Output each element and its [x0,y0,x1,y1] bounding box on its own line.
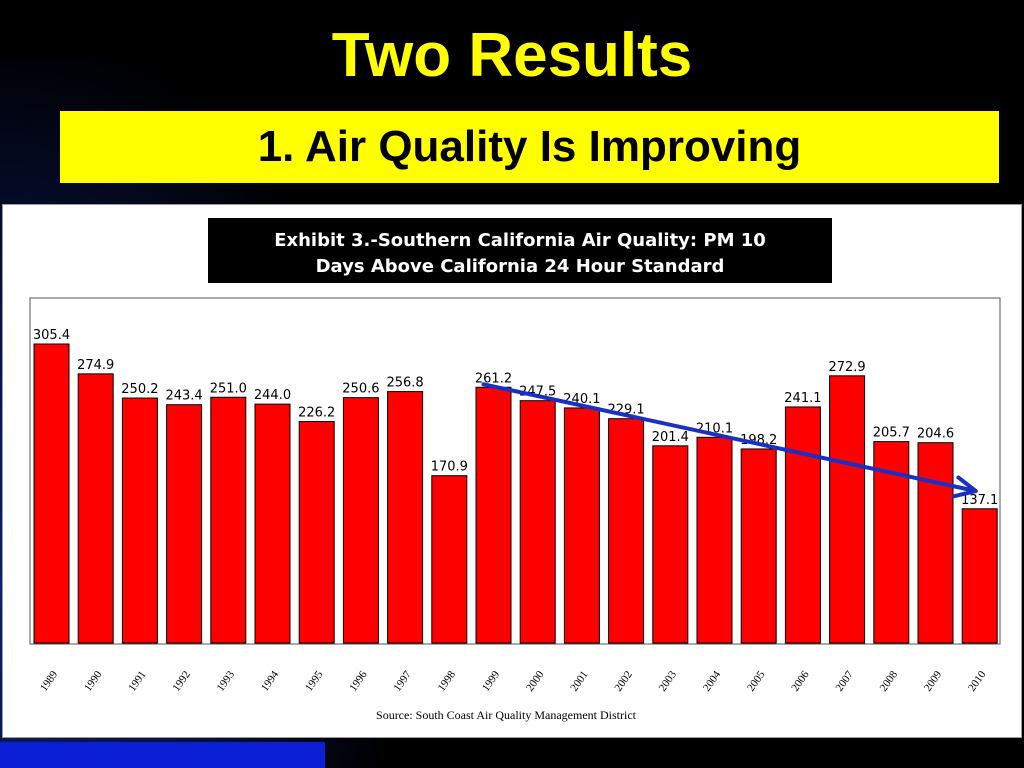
bar-2005 [740,448,777,644]
bar-2009 [917,442,954,644]
x-tick-2004: 2004 [701,668,724,693]
subtitle-banner: 1. Air Quality Is Improving [60,111,999,183]
x-tick-2007: 2007 [833,668,856,693]
x-tick-2005: 2005 [745,668,768,693]
chart-title-line-2: Days Above California 24 Hour Standard [316,256,725,277]
footer-accent-bar [0,742,325,768]
value-label-2008: 205.7 [873,426,910,441]
bar-1990 [77,373,114,644]
bar-1993 [210,396,247,644]
bar-1997 [387,391,424,644]
x-tick-1994: 1994 [259,668,282,693]
bar-2004 [696,436,733,644]
x-tick-2002: 2002 [612,669,634,694]
bar-1998 [431,475,468,644]
trend-arrow-head [952,475,978,499]
x-tick-2001: 2001 [568,669,590,694]
value-label-1991: 250.2 [121,382,158,397]
value-label-1995: 226.2 [298,406,335,421]
bar-1999 [475,386,512,644]
x-tick-2006: 2006 [789,668,812,693]
bar-1996 [342,397,379,644]
x-tick-1992: 1992 [170,669,192,694]
value-label-2006: 241.1 [784,391,821,406]
value-label-1994: 244.0 [254,388,291,403]
bar-2001 [563,407,600,644]
value-label-1996: 250.6 [342,382,379,397]
value-label-1989: 305.4 [33,328,70,343]
x-tick-labels-layer: 1989 1990 1991 1992 1993 1994 1995 1996 1997 1998… [38,668,989,693]
bar-2010 [961,508,998,644]
x-tick-1993: 1993 [215,668,238,693]
bar-1992 [166,404,203,644]
x-tick-1996: 1996 [347,668,370,693]
x-tick-2000: 2000 [524,668,547,693]
bar-2002 [608,418,645,644]
value-label-2007: 272.9 [828,360,865,375]
value-label-2010: 137.1 [961,493,998,508]
value-label-2009: 204.6 [917,427,954,442]
bar-2003 [652,445,689,644]
value-label-2003: 201.4 [652,430,689,445]
chart-panel: Exhibit 3.-Southern California Air Quali… [2,204,1022,738]
x-tick-2003: 2003 [657,668,680,693]
value-label-1992: 243.4 [165,389,202,404]
pm10-bar-chart: Exhibit 3.-Southern California Air Quali… [29,218,1001,722]
x-tick-1998: 1998 [436,668,459,693]
trend-arrow-layer [481,382,978,499]
chart-source-note: Source: South Coast Air Quality Manageme… [376,708,637,722]
value-label-1993: 251.0 [210,381,247,396]
x-tick-1999: 1999 [480,668,503,693]
bar-2006 [784,406,821,644]
x-tick-1990: 1990 [82,668,105,693]
subtitle-text: 1. Air Quality Is Improving [257,122,802,171]
trend-arrow-shaft [481,382,978,493]
slide-title: Two Results [331,21,693,90]
x-tick-1991: 1991 [126,669,148,694]
value-label-1999: 261.2 [475,371,512,386]
bar-1994 [254,403,291,644]
bar-1995 [298,421,335,644]
x-tick-1989: 1989 [38,668,61,693]
x-tick-1995: 1995 [303,668,326,693]
bar-1991 [121,397,158,644]
value-label-1997: 256.8 [386,376,423,391]
x-tick-2008: 2008 [878,668,901,693]
value-label-1990: 274.9 [77,358,114,373]
value-label-1998: 170.9 [431,460,468,475]
bar-1989 [33,343,70,644]
chart-title-box [208,218,832,283]
x-tick-2010: 2010 [966,668,989,693]
x-tick-2009: 2009 [922,668,945,693]
x-tick-1997: 1997 [391,668,414,693]
bar-2007 [829,375,866,644]
chart-title-line-1: Exhibit 3.-Southern California Air Quali… [274,230,766,251]
bar-2000 [519,400,556,644]
